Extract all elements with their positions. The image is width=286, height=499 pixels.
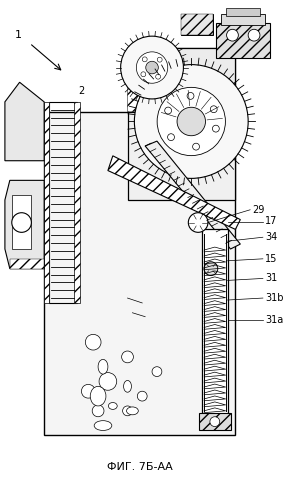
- Circle shape: [157, 57, 162, 62]
- Circle shape: [123, 406, 132, 416]
- Polygon shape: [5, 180, 44, 268]
- Polygon shape: [211, 82, 235, 112]
- Circle shape: [137, 391, 147, 401]
- Ellipse shape: [94, 421, 112, 431]
- Circle shape: [142, 57, 147, 62]
- Circle shape: [82, 384, 95, 398]
- Text: 34: 34: [265, 232, 277, 242]
- Bar: [12, 195, 31, 249]
- Circle shape: [187, 92, 194, 99]
- Circle shape: [85, 334, 101, 350]
- Circle shape: [122, 351, 133, 363]
- Circle shape: [227, 29, 238, 41]
- Circle shape: [192, 143, 199, 150]
- Polygon shape: [74, 102, 80, 303]
- Bar: [44, 112, 235, 436]
- Circle shape: [248, 29, 260, 41]
- Circle shape: [210, 417, 220, 427]
- Polygon shape: [128, 82, 152, 112]
- Bar: [49, 102, 77, 303]
- Text: 31a: 31a: [265, 314, 283, 324]
- Bar: [181, 13, 213, 35]
- Text: 1: 1: [15, 30, 22, 40]
- Polygon shape: [5, 82, 44, 161]
- Circle shape: [12, 213, 31, 233]
- Text: 31b: 31b: [265, 293, 283, 303]
- Ellipse shape: [90, 386, 106, 406]
- Bar: [202, 230, 228, 416]
- Polygon shape: [44, 102, 49, 303]
- Text: 17: 17: [265, 217, 277, 227]
- Bar: [181, 13, 213, 35]
- Circle shape: [146, 61, 158, 74]
- Ellipse shape: [126, 407, 138, 415]
- Polygon shape: [128, 48, 152, 72]
- Circle shape: [99, 373, 117, 390]
- Circle shape: [177, 107, 206, 136]
- Bar: [128, 48, 235, 200]
- Ellipse shape: [98, 359, 108, 374]
- Circle shape: [212, 125, 219, 132]
- Ellipse shape: [108, 403, 117, 409]
- Bar: [221, 13, 265, 25]
- Bar: [128, 48, 235, 112]
- Circle shape: [204, 262, 218, 275]
- Ellipse shape: [124, 380, 132, 392]
- Text: 15: 15: [265, 254, 277, 264]
- Polygon shape: [145, 141, 240, 249]
- Text: 29: 29: [252, 205, 265, 215]
- Circle shape: [141, 72, 146, 77]
- Bar: [199, 413, 231, 431]
- Bar: [226, 7, 260, 15]
- Circle shape: [134, 64, 248, 178]
- Circle shape: [92, 405, 104, 417]
- Bar: [216, 23, 270, 58]
- Circle shape: [210, 106, 217, 113]
- Circle shape: [156, 74, 160, 79]
- Circle shape: [188, 213, 208, 233]
- Text: 31: 31: [265, 273, 277, 283]
- Circle shape: [168, 134, 174, 141]
- Polygon shape: [108, 156, 240, 230]
- Text: 2: 2: [78, 86, 85, 96]
- Circle shape: [165, 107, 172, 114]
- Circle shape: [136, 52, 168, 83]
- Circle shape: [121, 36, 183, 99]
- Circle shape: [157, 87, 225, 156]
- Polygon shape: [10, 259, 44, 268]
- Text: ФИГ. 7Б-АА: ФИГ. 7Б-АА: [107, 462, 173, 472]
- Circle shape: [152, 367, 162, 377]
